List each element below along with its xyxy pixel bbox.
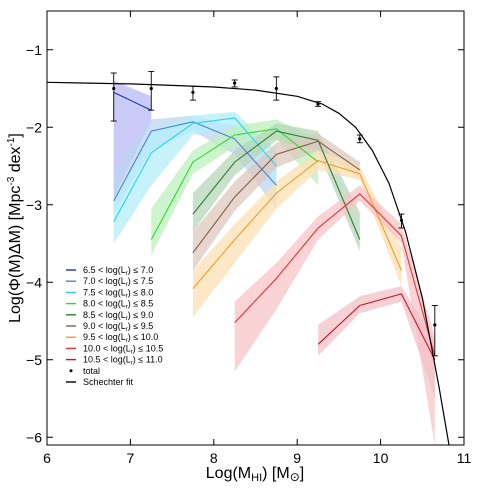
y-tick-label--5: −5 [26,352,42,368]
plot-frame [46,10,465,446]
legend-label-6: 9.0 < log(Lr) ≤ 9.5 [83,321,153,333]
x-tick-label-8: 8 [210,450,218,466]
legend-entry-11: Schechter fit [66,377,134,387]
total-point-8 [398,213,405,229]
axis-ticks: 6 7 8 9 10 11 −6 −5 −4 −3 −2 −1 [26,11,471,466]
legend-entry-7: 9.5 < log(Lr) ≤ 10.0 [66,332,158,344]
legend-label-7: 9.5 < log(Lr) ≤ 10.0 [83,332,158,344]
line-series-7 [192,159,402,289]
band-series-3 [113,111,277,244]
svg-text:Log(Φ(M)ΔM) [Mpc-3 dex-1]: Log(Φ(M)ΔM) [Mpc-3 dex-1] [6,133,24,323]
y-tick-label--4: −4 [26,274,42,290]
legend-entry-9: 10.5 < log(Lr) ≤ 11.0 [66,355,163,367]
line-series-5 [192,130,361,240]
legend-entry-3: 7.5 < log(Lr) ≤ 8.0 [66,287,153,299]
legend-entry-4: 8.0 < log(Lr) ≤ 8.5 [66,299,153,311]
x-tick-label-10: 10 [373,450,389,466]
legend-entry-2: 7.0 < log(Lr) ≤ 7.5 [66,276,153,288]
y-tick-label--1: −1 [26,42,42,58]
band-series-6 [192,133,360,271]
legend-label-4: 8.0 < log(Lr) ≤ 8.5 [83,299,153,311]
band-series-9 [318,286,435,399]
x-tick-label-11: 11 [457,450,472,466]
total-point-5 [273,76,280,101]
x-tick-label-7: 7 [127,450,135,466]
total-point-6 [315,101,322,107]
total-point-9 [431,305,438,357]
legend-label-2: 7.0 < log(Lr) ≤ 7.5 [83,276,153,288]
line-series-1 [113,91,152,111]
line-series-3 [113,117,277,223]
y-tick-label--2: −2 [26,119,42,135]
total-point-7 [356,134,363,144]
series-lines [113,91,436,361]
legend: 6.5 < log(Lr) ≤ 7.07.0 < log(Lr) ≤ 7.57.… [66,265,163,387]
total-point-3 [189,85,196,101]
x-tick-label-6: 6 [43,450,51,466]
legend-entry-10: total [69,366,100,376]
band-series-4 [151,119,319,256]
legend-label-5: 8.5 < log(Lr) ≤ 9.0 [83,310,153,322]
line-series-6 [192,140,361,254]
y-tick-label--3: −3 [26,197,42,213]
band-series-7 [192,150,402,318]
total-point-4 [231,79,238,88]
svg-text:Log(MHI) [M⊙]: Log(MHI) [M⊙] [206,465,304,484]
line-series-2 [113,121,277,202]
band-series-5 [192,123,360,252]
line-series-8 [234,193,436,357]
x-axis-title: Log(MHI) [M⊙] [206,465,304,484]
total-point-2 [148,70,155,111]
legend-entry-6: 9.0 < log(Lr) ≤ 9.5 [66,321,153,333]
legend-entry-5: 8.5 < log(Lr) ≤ 9.0 [66,310,153,322]
legend-label-11: Schechter fit [83,377,134,387]
line-series-9 [317,293,436,361]
line-series-4 [150,128,319,240]
legend-label-10: total [83,366,100,376]
legend-entry-8: 10.0 < log(Lr) ≤ 10.5 [66,343,163,355]
x-tick-label-9: 9 [293,450,301,466]
total-points [110,70,438,357]
y-axis-title: Log(Φ(M)ΔM) [Mpc-3 dex-1] [6,133,24,323]
legend-label-8: 10.0 < log(Lr) ≤ 10.5 [83,343,163,355]
legend-label-9: 10.5 < log(Lr) ≤ 11.0 [83,355,163,367]
legend-label-3: 7.5 < log(Lr) ≤ 8.0 [83,287,153,299]
legend-label-1: 6.5 < log(Lr) ≤ 7.0 [83,265,153,277]
legend-entry-1: 6.5 < log(Lr) ≤ 7.0 [66,265,153,277]
y-tick-label--6: −6 [26,429,42,445]
total-point-1 [110,72,117,122]
